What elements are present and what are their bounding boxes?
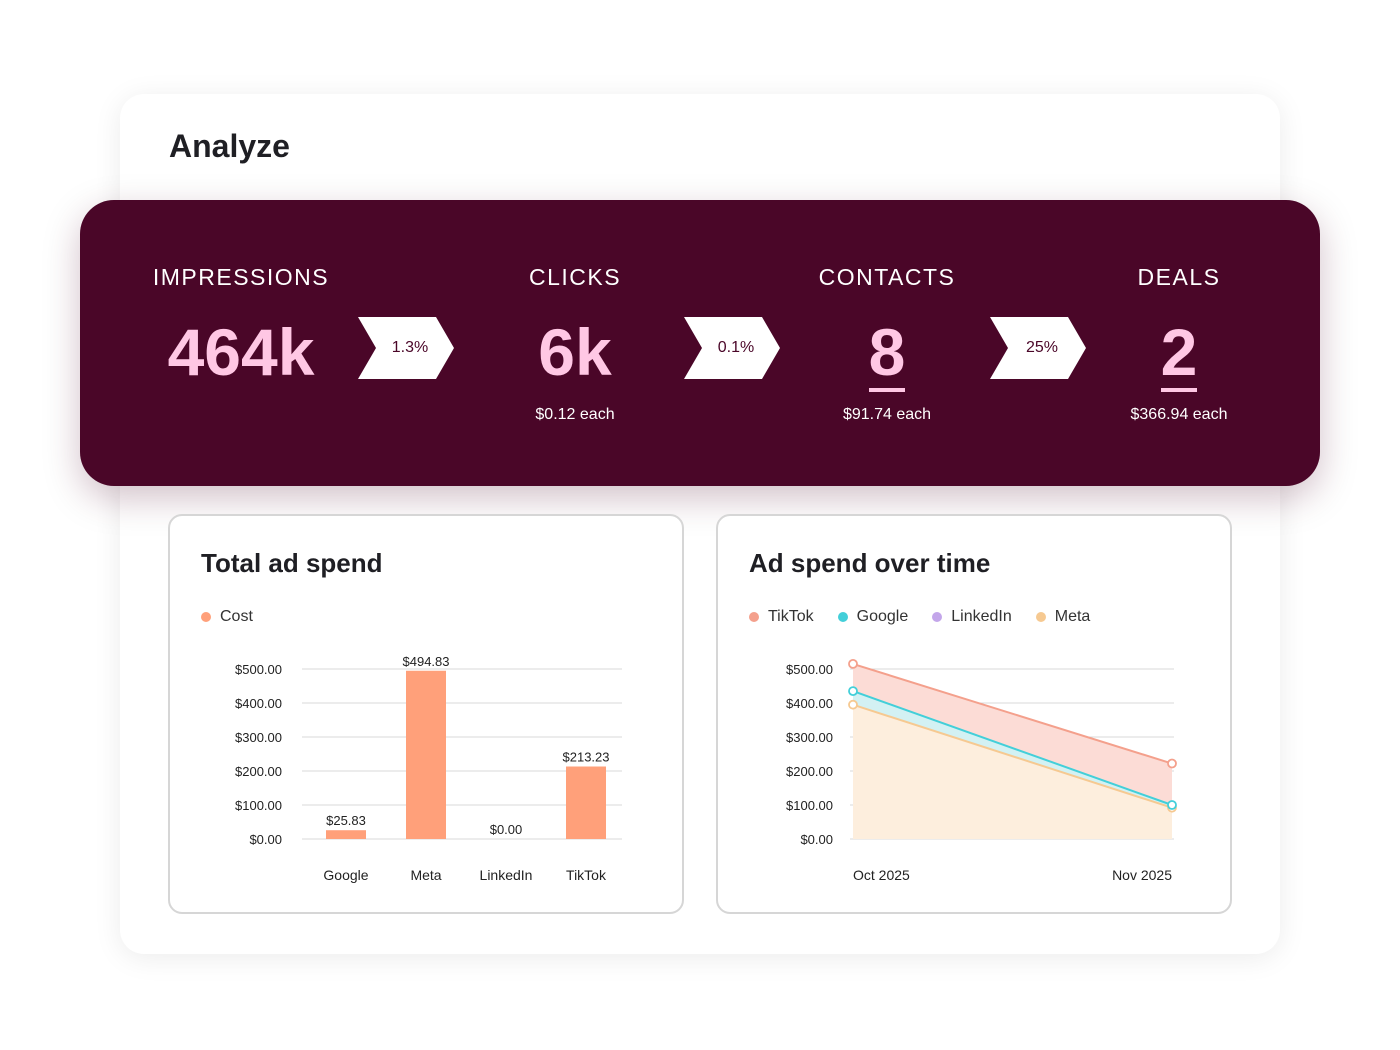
point-google <box>1167 800 1177 810</box>
point-tiktok <box>848 658 858 669</box>
rate-chevron-2: 0.1% <box>684 317 780 379</box>
total-ad-spend-panel: Total ad spend Cost $0.00 $100.00 $200.00 $… <box>168 514 684 914</box>
x-tick-label: TikTok <box>566 867 607 883</box>
legend-dot <box>932 612 943 622</box>
chevron-shape <box>684 317 780 379</box>
legend-label: Meta <box>1054 608 1091 625</box>
stage-value: 6k <box>538 315 612 389</box>
point-google <box>848 686 858 697</box>
line-google <box>852 690 1173 806</box>
x-tick-label: Google <box>323 867 368 883</box>
y-tick-label: $100.00 <box>786 798 833 813</box>
stage-value: 2 <box>1049 312 1309 392</box>
legend-item-meta[interactable]: Meta <box>1035 608 1091 626</box>
x-tick-label: Oct 2025 <box>853 867 910 883</box>
panel-title: Total ad spend <box>201 548 383 578</box>
y-tick-label: $500.00 <box>786 662 833 677</box>
stage-value-link[interactable]: 8 <box>868 316 906 392</box>
bar-google <box>326 830 366 839</box>
area-meta <box>853 704 1172 839</box>
chart-legend: TikTok Google LinkedIn Meta <box>749 608 1090 626</box>
y-tick-label: $300.00 <box>786 730 833 745</box>
x-tick-label: Nov 2025 <box>1112 867 1172 883</box>
y-tick-label: $200.00 <box>235 764 282 779</box>
stage-label: CLICKS <box>528 264 622 290</box>
panel-title: Ad spend over time <box>749 548 991 578</box>
y-tick-label: $100.00 <box>235 798 282 813</box>
stage-cost: $0.12 each <box>535 406 615 423</box>
legend-item-google[interactable]: Google <box>837 608 909 626</box>
rate-label: 1.3% <box>391 339 429 356</box>
y-tick-label: $400.00 <box>786 696 833 711</box>
bar-tiktok <box>566 766 606 839</box>
y-tick-label: $400.00 <box>235 696 282 711</box>
legend-item-tiktok[interactable]: TikTok <box>749 608 814 626</box>
point-tiktok <box>1167 758 1177 769</box>
bar-chart: $0.00 $100.00 $200.00 $300.00 $400.00 $500.00… <box>235 654 622 883</box>
legend-label: LinkedIn <box>951 608 1012 625</box>
data-label: $25.83 <box>326 813 366 828</box>
rate-chevron-1: 1.3% <box>358 317 454 379</box>
x-tick-label: LinkedIn <box>480 867 533 883</box>
y-tick-label: $0.00 <box>249 832 282 847</box>
legend-dot <box>837 612 848 622</box>
bar-meta <box>406 670 446 839</box>
stage-label: DEALS <box>1137 264 1221 290</box>
stage-label: CONTACTS <box>818 264 956 290</box>
y-tick-label: $0.00 <box>800 832 833 847</box>
legend-item-cost[interactable]: Cost <box>201 608 253 626</box>
x-tick-label: Meta <box>410 867 441 883</box>
chevron-shape <box>358 317 454 379</box>
area-chart: $0.00 $100.00 $200.00 $300.00 $400.00 $500.00… <box>786 658 1177 883</box>
legend-dot <box>1035 612 1046 622</box>
data-label: $213.23 <box>563 750 610 765</box>
data-label: $0.00 <box>490 822 523 837</box>
rate-label: 0.1% <box>717 339 755 356</box>
stage-cost: $91.74 each <box>842 406 932 423</box>
y-tick-label: $300.00 <box>235 730 282 745</box>
legend-dot <box>201 612 211 622</box>
legend-item-linkedin[interactable]: LinkedIn <box>932 608 1012 626</box>
ad-spend-over-time-panel: Ad spend over time TikTok Google LinkedI… <box>716 514 1232 914</box>
stage-label: IMPRESSIONS <box>152 264 330 290</box>
stage-value-link[interactable]: 2 <box>1160 316 1198 392</box>
stage-cost: $366.94 each <box>1130 406 1228 423</box>
point-meta <box>848 699 858 710</box>
y-tick-label: $500.00 <box>235 662 282 677</box>
legend-label: TikTok <box>768 608 814 625</box>
chart-legend: Cost <box>201 608 253 626</box>
y-tick-label: $200.00 <box>786 764 833 779</box>
funnel-banner: IMPRESSIONS 464k 1.3% CLICKS 6k $0.12 ea… <box>80 200 1320 486</box>
legend-dot <box>749 612 759 622</box>
chevron-shape <box>990 317 1086 379</box>
line-tiktok <box>852 662 1173 765</box>
rate-chevron-3: 25% <box>990 317 1086 379</box>
legend-label: Cost <box>220 608 253 625</box>
area-tiktok <box>853 663 1172 805</box>
stage-value: 464k <box>167 315 315 389</box>
line-meta <box>852 703 1173 809</box>
stage-value: 8 <box>757 312 1017 392</box>
rate-label: 25% <box>1025 339 1059 356</box>
data-label: $494.83 <box>403 654 450 669</box>
legend-label: Google <box>856 608 909 625</box>
page-title: Analyze <box>169 128 290 164</box>
